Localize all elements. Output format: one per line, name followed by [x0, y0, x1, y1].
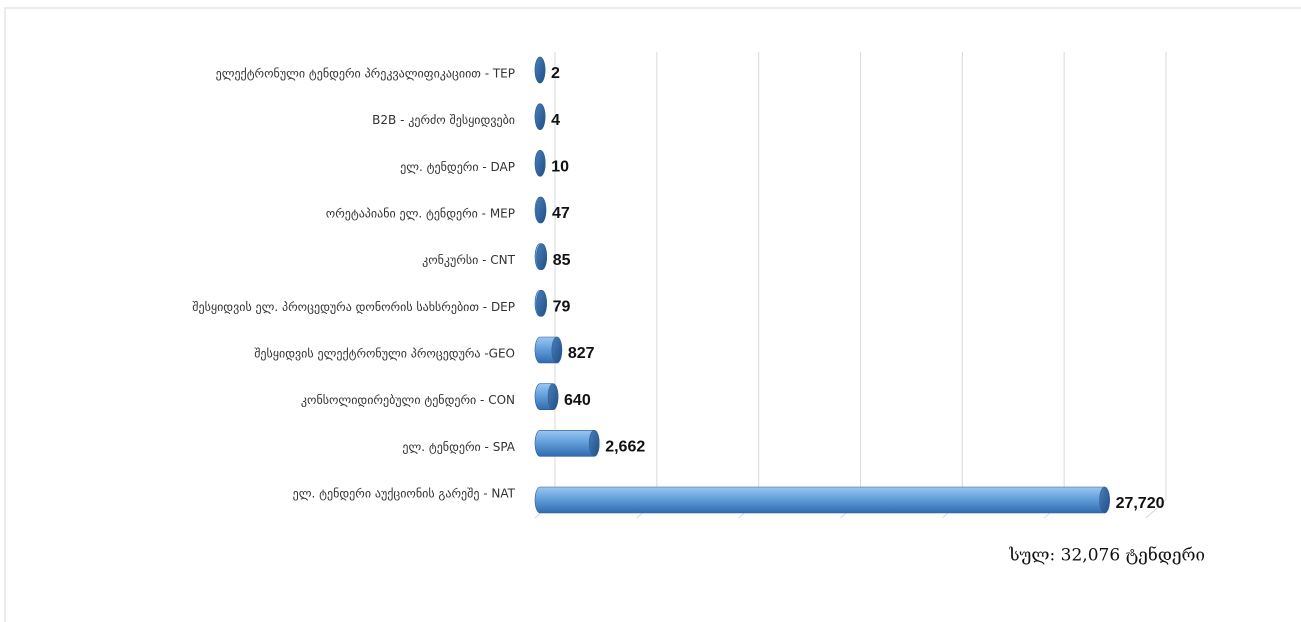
value-label: 27,720 — [1116, 495, 1165, 512]
value-label: 47 — [552, 205, 570, 222]
bar — [534, 196, 547, 224]
grid-line — [941, 52, 963, 519]
value-label: 640 — [564, 392, 591, 409]
bar — [534, 103, 546, 130]
frame — [4, 7, 1301, 622]
grid-line — [1043, 52, 1065, 519]
bar — [534, 430, 600, 457]
value-label: 10 — [551, 159, 569, 176]
value-label: 4 — [551, 112, 560, 129]
category-label: ელექტრონული ტენდერი პრეკვალიფიკაციით - T… — [216, 67, 515, 81]
grid-line — [840, 52, 861, 519]
grid-line — [738, 52, 760, 519]
value-label: 79 — [553, 299, 571, 316]
category-label: ელ. ტენდერი - SPA — [402, 440, 515, 454]
bar — [534, 56, 546, 84]
category-label: კონსოლიდირებული ტენდერი - CON — [301, 393, 515, 407]
value-label: 827 — [568, 345, 595, 362]
category-label: შესყიდვის ელ. პროცედურა დონორის სახსრები… — [192, 300, 515, 314]
total-annotation: სულ: 32,076 ტენდერი — [1008, 546, 1205, 566]
bar — [534, 486, 1110, 514]
bar — [534, 383, 559, 410]
bar — [534, 336, 563, 364]
bar — [534, 150, 546, 177]
value-label: 2,662 — [605, 439, 645, 456]
category-label: ელ. ტენდერი აუქციონის გარეშე - NAT — [293, 487, 516, 501]
grid-line — [1145, 52, 1167, 519]
category-label: ორეტაპიანი ელ. ტენდერი - MEP — [326, 207, 515, 221]
bar — [534, 290, 547, 317]
value-label: 85 — [553, 252, 571, 269]
category-label: კონკურსი - CNT — [422, 253, 516, 267]
category-label: ელ. ტენდერი - DAP — [400, 160, 515, 174]
value-label: 2 — [551, 65, 560, 82]
bar — [534, 243, 548, 270]
category-label: შესყიდვის ელექტრონული პროცედურა -GEO — [254, 347, 515, 361]
category-label: B2B - კერძო შესყიდვები — [372, 113, 515, 127]
